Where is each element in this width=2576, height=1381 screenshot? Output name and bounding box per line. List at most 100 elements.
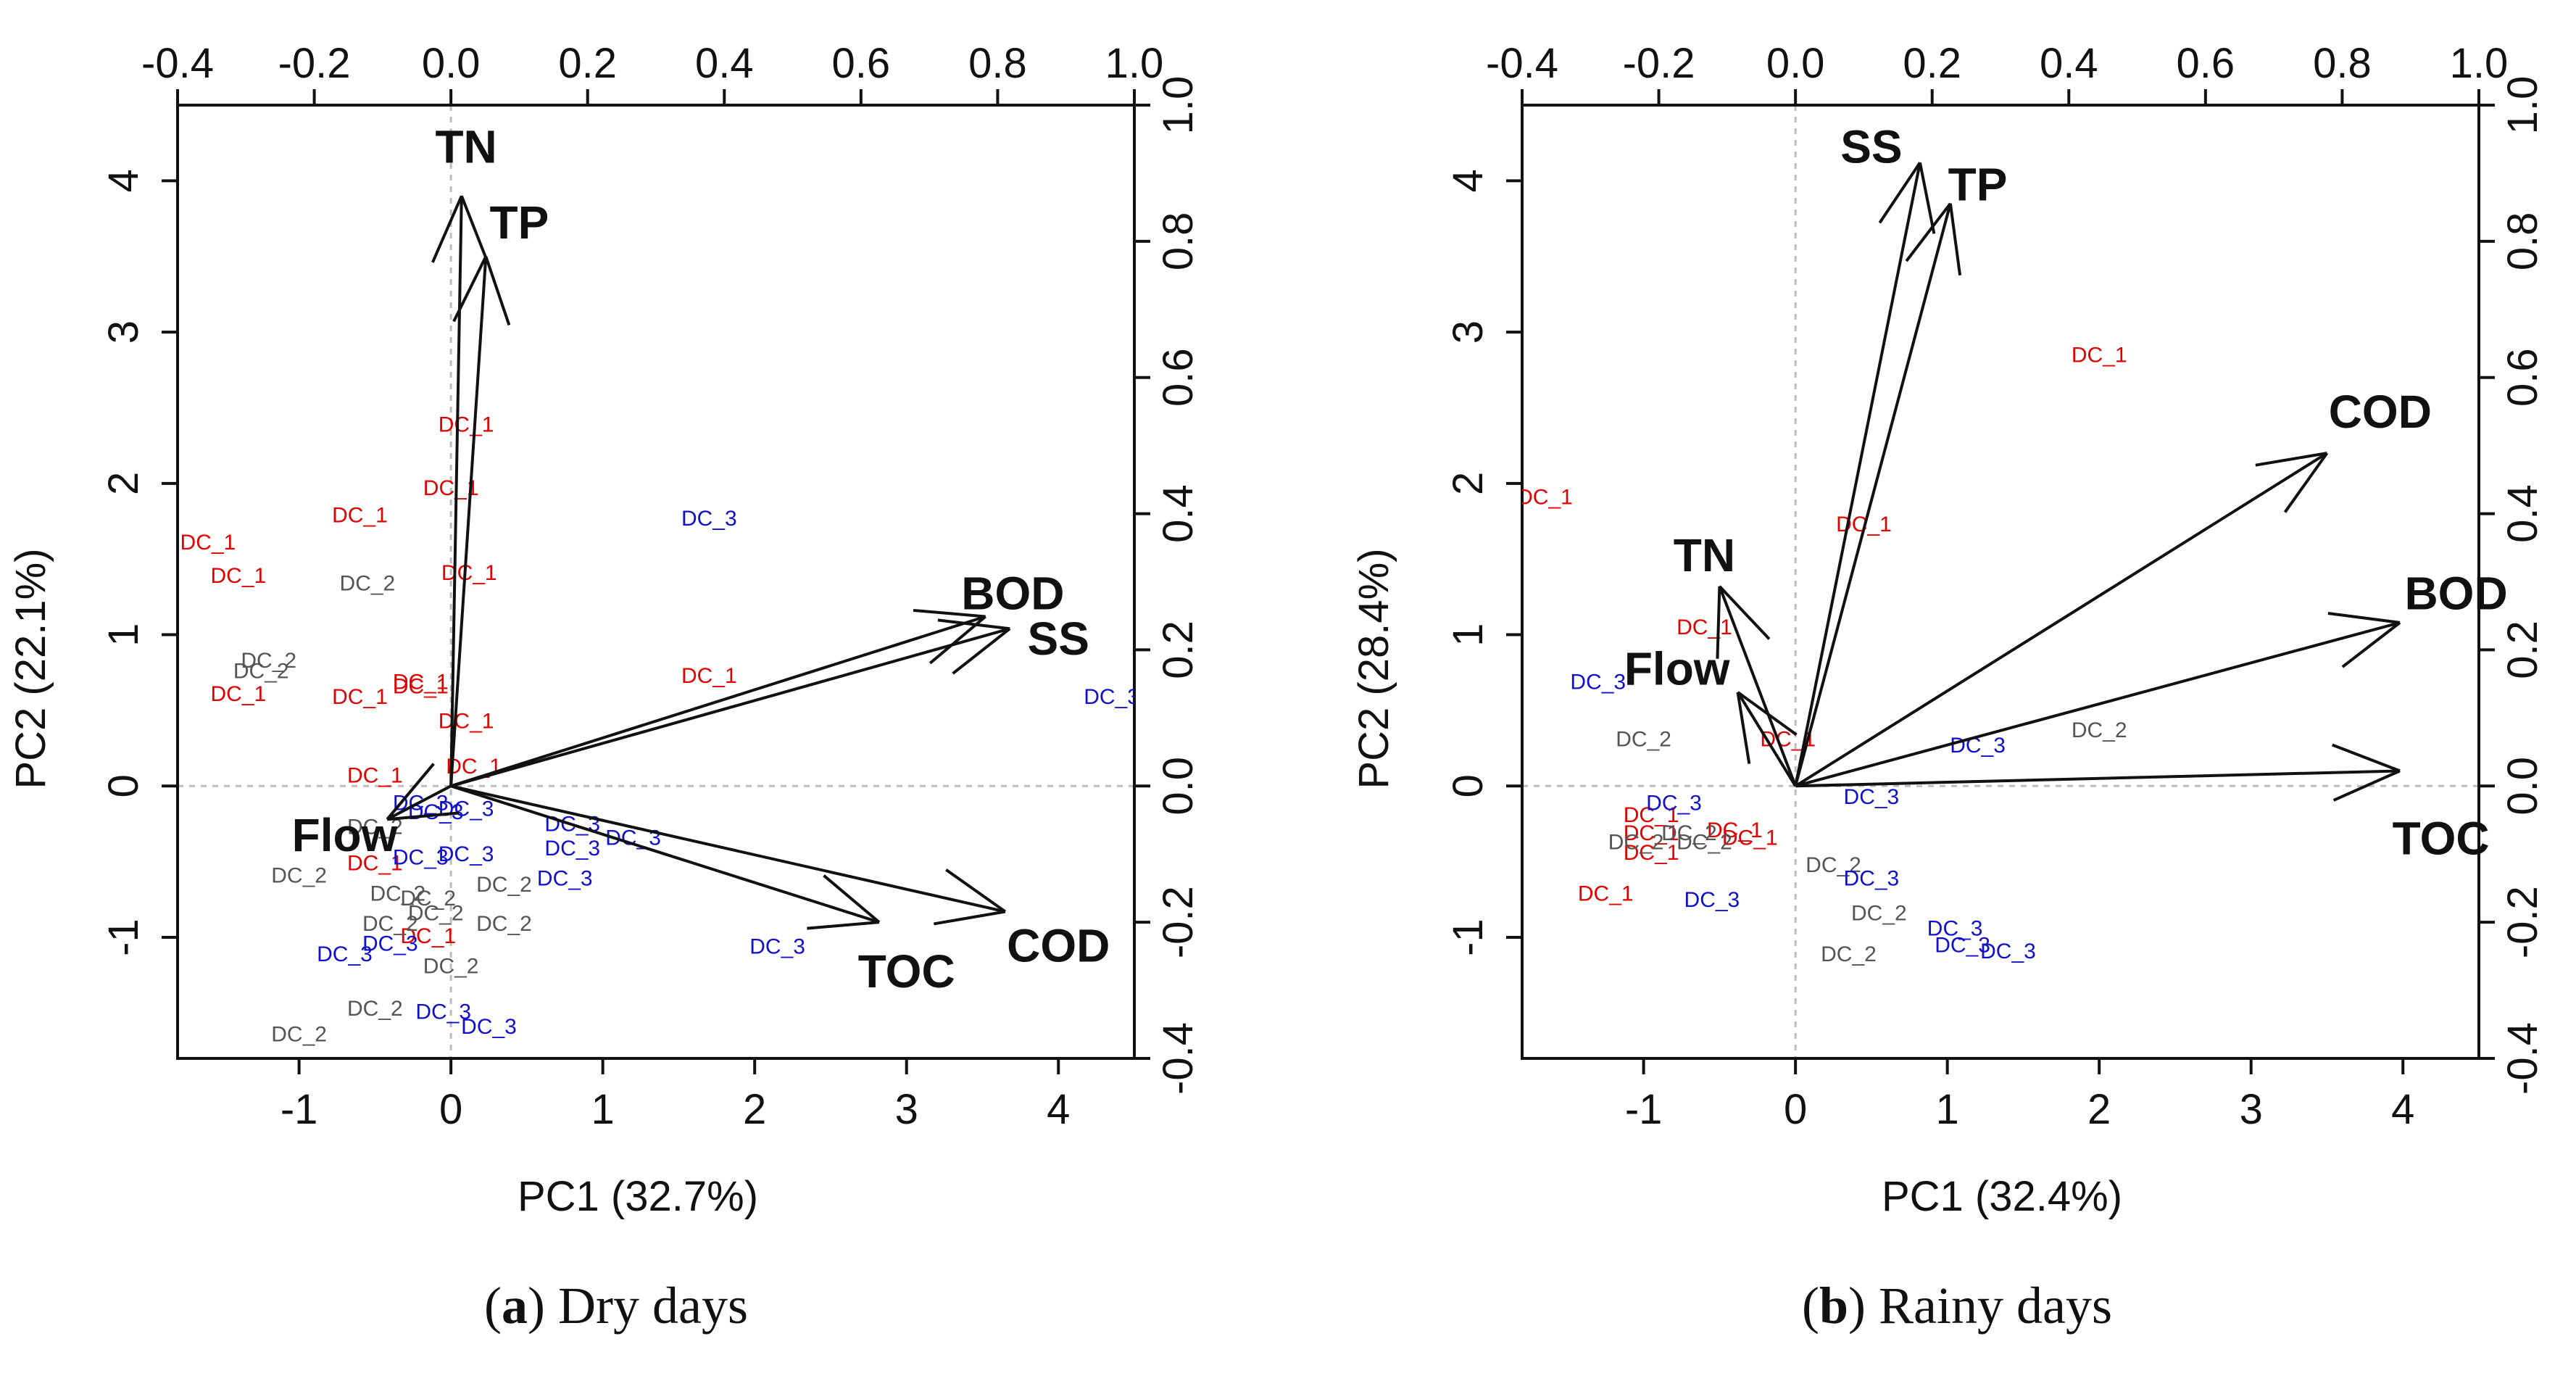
arrow-head — [952, 627, 1011, 675]
top-tick-label: 1.0 — [2450, 40, 2509, 87]
arrow-head — [945, 868, 1007, 913]
arrow-tp: TP — [1794, 159, 2007, 787]
observation-dc-2: DC_2 — [241, 649, 296, 673]
observation-dc-3: DC_3 — [1646, 791, 1702, 815]
x-tick-label: 4 — [2391, 1086, 2414, 1133]
variable-label-flow: Flow — [1624, 643, 1730, 695]
observation-dc-3: DC_3 — [1570, 670, 1626, 694]
x-axis-title: PC1 (32.7%) — [518, 1173, 758, 1220]
observation-dc-1: DC_1 — [400, 924, 456, 948]
right-tick-label: 0.6 — [1155, 348, 1202, 407]
y-tick-label: 4 — [1445, 169, 1492, 192]
arrow-head — [452, 255, 488, 323]
arrow-head — [1878, 162, 1921, 224]
y-tick-label: 0 — [100, 774, 147, 797]
arrow-cod: COD — [1795, 386, 2432, 787]
arrow-head — [1905, 202, 1952, 262]
x-tick-label: -1 — [281, 1086, 318, 1133]
observation-dc-2: DC_2 — [400, 887, 456, 911]
y-tick-label: 2 — [100, 472, 147, 495]
arrow-bod: BOD — [450, 567, 1064, 788]
arrow-head — [1918, 162, 1936, 234]
arrow-head — [2341, 621, 2401, 668]
observation-dc-2: DC_2 — [271, 1023, 327, 1047]
arrow-shaft — [450, 627, 1010, 788]
observation-dc-1: DC_1 — [439, 710, 494, 734]
right-tick-label: 0.4 — [2499, 484, 2546, 543]
arrow-head — [2327, 612, 2401, 624]
top-tick-label: 0.8 — [968, 40, 1027, 87]
right-tick-label: 0.0 — [1155, 757, 1202, 816]
arrow-head — [2332, 769, 2401, 802]
top-tick-label: 0.0 — [422, 40, 481, 87]
observation-dc-3: DC_3 — [1844, 867, 1900, 891]
arrow-toc: TOC — [1795, 743, 2490, 864]
observation-dc-2: DC_2 — [340, 572, 396, 596]
variable-label-bod: BOD — [961, 567, 1064, 619]
right-tick-label: 1.0 — [1155, 76, 1202, 135]
observation-dc-2: DC_2 — [1806, 853, 1861, 877]
right-tick-label: 0.0 — [2499, 757, 2546, 816]
caption-letter: b — [1819, 1277, 1849, 1335]
observation-dc-2: DC_2 — [347, 997, 403, 1021]
arrow-head — [807, 921, 880, 930]
variable-label-tn: TN — [435, 121, 496, 173]
observation-dc-1: DC_1 — [1578, 882, 1634, 905]
variable-label-ss: SS — [1840, 121, 1902, 173]
y-tick-label: 1 — [100, 623, 147, 646]
top-tick-label: -0.2 — [278, 40, 351, 87]
observation-dc-3: DC_3 — [1084, 685, 1139, 709]
observation-dc-3: DC_3 — [1980, 940, 2036, 963]
arrow-shaft — [450, 784, 1006, 913]
observation-dc-1: DC_1 — [441, 561, 497, 585]
y-tick-label: 3 — [1445, 320, 1492, 344]
arrow-shaft — [386, 784, 452, 821]
arrow-head — [1716, 586, 1721, 659]
observation-dc-2: DC_2 — [1821, 942, 1877, 966]
observation-dc-1: DC_1 — [1624, 803, 1679, 827]
y-tick-label: 0 — [1445, 774, 1492, 797]
observation-dc-2: DC_2 — [408, 902, 464, 926]
observation-dc-2: DC_2 — [1661, 821, 1717, 845]
caption-close-paren: ) — [528, 1277, 546, 1335]
arrow-head — [1736, 692, 1751, 764]
arrow-tp: TP — [449, 196, 549, 787]
y-tick-label: 1 — [1445, 623, 1492, 646]
right-tick-label: -0.4 — [1155, 1022, 1202, 1095]
arrow-flow: Flow — [1624, 643, 1798, 787]
caption-close-paren: ) — [1848, 1277, 1866, 1335]
observation-dc-1: DC_1 — [347, 852, 403, 876]
plot-frame — [1521, 104, 2480, 1060]
arrow-toc: TOC — [450, 784, 955, 998]
right-tick-label: 0.6 — [2499, 348, 2546, 407]
y-tick-label: 3 — [100, 320, 147, 344]
arrow-shaft — [1736, 691, 1797, 787]
arrow-shaft — [450, 784, 880, 924]
arrow-layer: SS TP COD BOD TOC TN Flow — [1624, 121, 2508, 865]
arrow-shaft — [449, 196, 463, 787]
arrow-head — [934, 910, 1006, 926]
observation-dc-1: DC_1 — [439, 412, 494, 436]
arrow-head — [386, 763, 435, 821]
top-tick-label: -0.2 — [1623, 40, 1695, 87]
observation-dc-3: DC_3 — [393, 845, 449, 869]
arrow-head — [1948, 203, 1962, 276]
caption-text: Dry days — [558, 1277, 748, 1335]
observation-dc-2: DC_2 — [362, 912, 418, 936]
caption-open-paren: ( — [1802, 1277, 1819, 1335]
observation-dc-1: DC_1 — [1722, 826, 1778, 850]
arrow-shaft — [1794, 162, 1921, 787]
variable-label-toc: TOC — [2393, 812, 2490, 864]
arrow-ss: SS — [450, 613, 1089, 788]
observation-dc-2: DC_2 — [1608, 831, 1664, 855]
observation-dc-3: DC_3 — [439, 842, 494, 866]
observation-dc-3: DC_3 — [415, 1000, 471, 1024]
observation-dc-2: DC_2 — [271, 863, 327, 887]
arrow-head — [823, 874, 881, 924]
observation-dc-3: DC_3 — [544, 837, 600, 860]
observation-dc-1: DC_1 — [1624, 821, 1679, 845]
observation-dc-1: DC_1 — [1624, 841, 1679, 865]
observation-dc-3: DC_3 — [461, 1015, 517, 1039]
y-axis-title: PC2 (22.1%) — [7, 548, 54, 789]
